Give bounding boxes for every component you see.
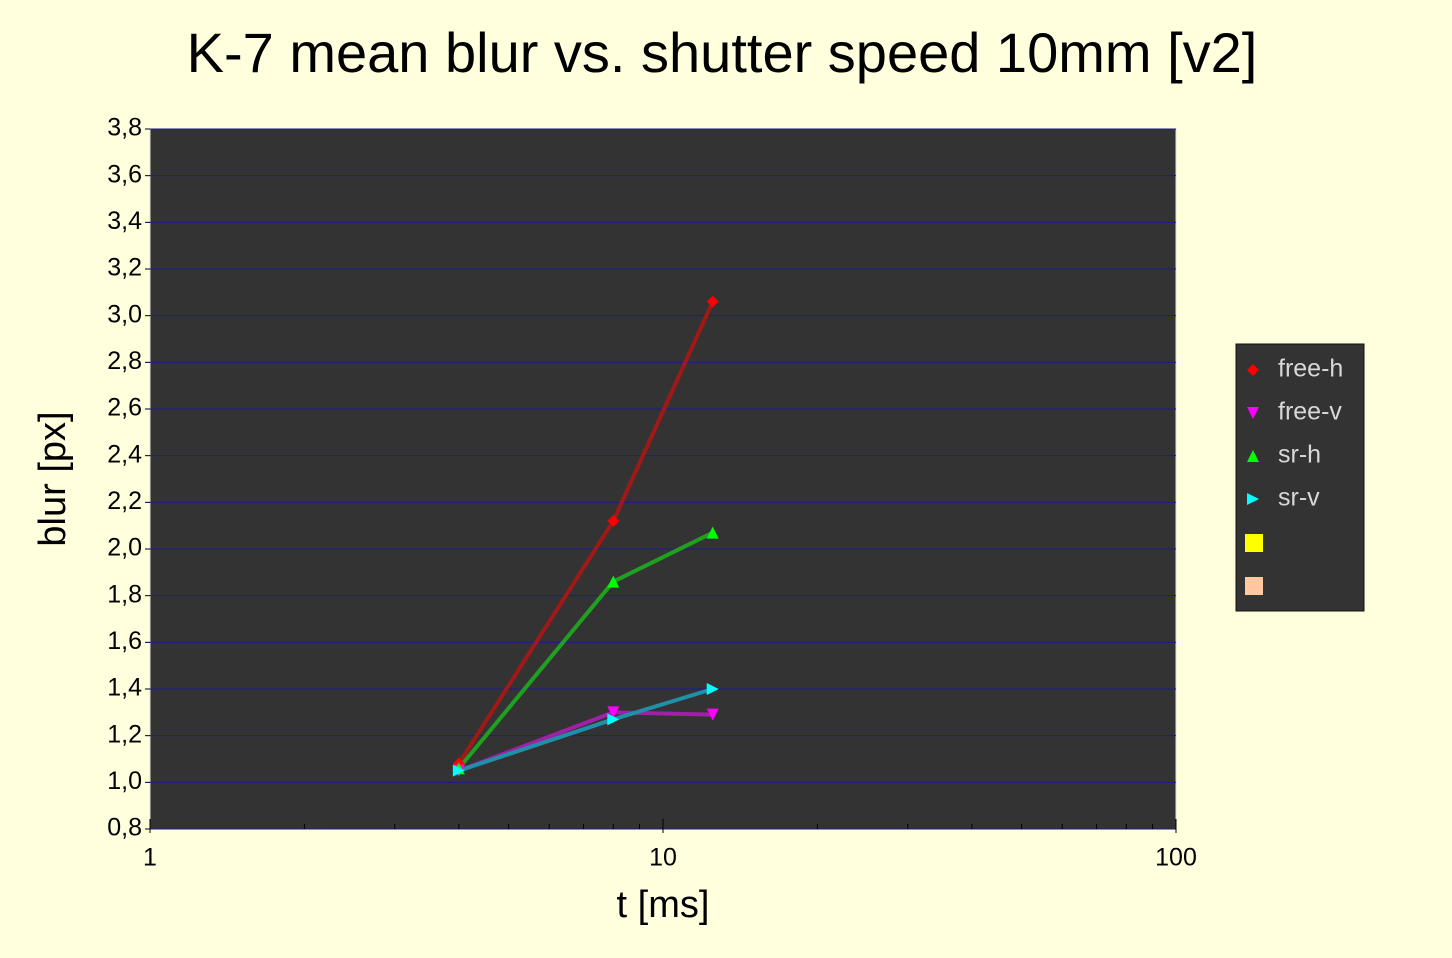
legend-swatch [1245,577,1263,595]
y-tick-label: 2,6 [107,394,142,422]
x-axis-label: t [ms] [617,884,710,926]
marker [607,515,620,527]
y-tick-label: 0,8 [107,814,142,842]
legend-box [1235,343,1365,612]
x-tick-label: 100 [1155,844,1197,872]
legend-label: sr-v [1278,484,1320,512]
y-axis-label: blur [px] [32,411,74,546]
marker [706,683,719,695]
y-tick-label: 3,0 [107,300,142,328]
y-tick-label: 3,2 [107,254,142,282]
legend-swatch [1245,534,1263,552]
y-tick-label: 1,0 [107,767,142,795]
marker [706,526,719,539]
y-tick-label: 1,8 [107,580,142,608]
y-tick-label: 2,2 [107,487,142,515]
chart-title: K-7 mean blur vs. shutter speed 10mm [v2… [187,21,1258,84]
legend-label: free-v [1278,398,1342,426]
x-tick-label: 10 [649,844,677,872]
marker [706,708,719,721]
marker [452,764,465,777]
legend-marker [1247,450,1259,462]
x-tick-label: 1 [143,844,157,872]
marker [607,713,620,726]
legend-label: sr-h [1278,441,1321,469]
marker [706,295,719,308]
y-tick-label: 1,4 [107,674,142,702]
marker [607,575,620,588]
y-tick-label: 2,0 [107,534,142,562]
y-tick-label: 2,8 [107,347,142,375]
y-tick-label: 1,2 [107,720,142,748]
legend-label: free-h [1278,355,1343,383]
plot-area [149,128,1177,830]
y-tick-label: 3,6 [107,160,142,188]
y-tick-label: 3,8 [107,114,142,142]
legend-marker [1247,493,1259,505]
y-tick-label: 1,6 [107,627,142,655]
y-tick-label: 2,4 [107,440,142,468]
marker [607,706,620,719]
legend-marker [1247,407,1259,419]
legend-marker [1247,364,1259,376]
y-tick-label: 3,4 [107,207,142,235]
